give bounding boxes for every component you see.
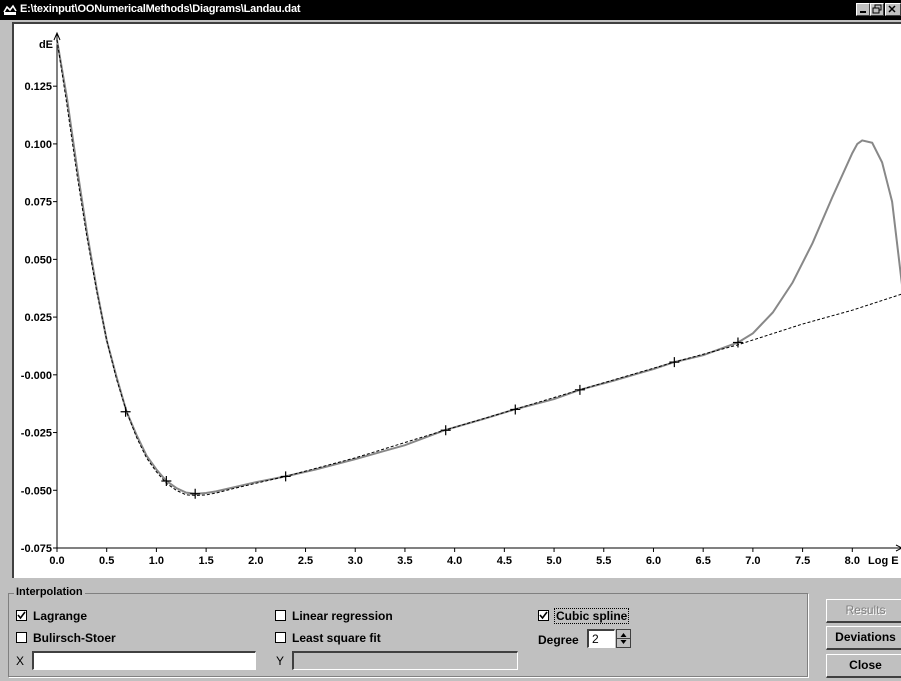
x-tick-label: 0.5 [99, 555, 114, 567]
window-title: E:\texinput\OONumericalMethods\Diagrams\… [20, 3, 301, 15]
deviations-button[interactable]: Deviations [826, 626, 901, 650]
interpolation-panel-title: Interpolation [14, 586, 85, 598]
least-square-fit-label: Least square fit [292, 631, 381, 645]
degree-label: Degree [538, 633, 579, 647]
minimize-button[interactable] [856, 3, 870, 16]
bulirsch-stoer-checkbox[interactable]: Bulirsch-Stoer [16, 631, 116, 645]
x-tick-label: 4.0 [447, 555, 462, 567]
x-tick-label: 1.5 [198, 555, 213, 567]
series-line-1 [56, 39, 901, 495]
linear-regression-checkbox[interactable]: Linear regression [275, 609, 393, 623]
y-axis-arrow [53, 31, 61, 41]
y-tick-label: -0.050 [21, 485, 52, 497]
y-tick-label: -0.075 [21, 543, 52, 555]
data-point [190, 488, 201, 499]
y-tick-label: 0.025 [24, 312, 52, 324]
close-button[interactable]: Close [826, 654, 901, 678]
cubic-spline-checkbox[interactable]: Cubic spline [538, 608, 630, 624]
check-icon [539, 611, 548, 620]
degree-spinner[interactable] [616, 629, 631, 648]
data-point [440, 425, 451, 436]
interpolation-panel [8, 593, 808, 677]
y-tick-label: 0.100 [24, 139, 52, 151]
x-axis-label: Log E [868, 555, 899, 567]
data-point [669, 357, 680, 368]
x-tick-label: 2.5 [298, 555, 313, 567]
y-tick-label: 0.125 [24, 81, 52, 93]
least-square-fit-checkbox-box[interactable] [275, 632, 286, 643]
y-tick-label: 0.075 [24, 197, 52, 209]
x-tick-label: 1.0 [149, 555, 164, 567]
lagrange-checkbox-box[interactable] [16, 610, 27, 621]
x-tick-label: 6.0 [646, 555, 661, 567]
x-tick-label: 2.0 [248, 555, 263, 567]
data-point [510, 404, 521, 415]
minimize-icon [860, 11, 866, 13]
data-point [120, 406, 131, 417]
x-input[interactable] [32, 651, 256, 670]
x-tick-label: 7.5 [795, 555, 810, 567]
linear-regression-checkbox-box[interactable] [275, 610, 286, 621]
x-field-label: X [16, 654, 25, 668]
lagrange-label: Lagrange [33, 609, 88, 623]
data-point [574, 384, 585, 395]
x-tick-label: 7.0 [745, 555, 760, 567]
y-tick-label: -0.025 [21, 428, 52, 440]
linear-regression-label: Linear regression [292, 609, 393, 623]
data-point [732, 337, 743, 348]
title-bar: E:\texinput\OONumericalMethods\Diagrams\… [0, 0, 901, 20]
x-tick-label: 0.0 [49, 555, 64, 567]
x-tick-label: 5.5 [596, 555, 611, 567]
degree-input[interactable]: 2 [587, 629, 615, 648]
data-point [280, 471, 291, 482]
y-tick-label: -0.000 [21, 370, 52, 382]
least-square-fit-checkbox[interactable]: Least square fit [275, 631, 381, 645]
app-icon [3, 3, 17, 16]
series-line-2 [56, 39, 901, 496]
x-tick-label: 4.5 [497, 555, 512, 567]
x-axis-arrow [895, 544, 901, 552]
y-tick-label: 0.050 [24, 254, 52, 266]
lagrange-checkbox[interactable]: Lagrange [16, 609, 87, 623]
x-tick-label: 8.0 [845, 555, 860, 567]
y-axis-label: dE [39, 39, 53, 51]
landau-chart: 0.125 0.100 0.075 0.050 0.025 -0.000 -0.025 -0.… [21, 31, 901, 567]
restore-icon [872, 4, 882, 14]
bulirsch-stoer-checkbox-box[interactable] [16, 632, 27, 643]
close-icon [888, 5, 896, 13]
x-tick-label: 3.0 [348, 555, 363, 567]
plot-area: 0.125 0.100 0.075 0.050 0.025 -0.000 -0.025 -0.… [12, 22, 901, 578]
x-tick-label: 5.0 [546, 555, 561, 567]
restore-button[interactable] [870, 3, 884, 16]
x-tick-label: 6.5 [696, 555, 711, 567]
spinner-arrows-icon [617, 633, 630, 644]
y-field-label: Y [276, 654, 285, 668]
cubic-spline-checkbox-box[interactable] [538, 610, 549, 621]
cubic-spline-label: Cubic spline [553, 608, 630, 624]
data-point [161, 476, 172, 487]
check-icon [17, 611, 26, 620]
x-tick-label: 3.5 [397, 555, 412, 567]
y-output [292, 651, 518, 670]
results-button[interactable]: Results [826, 599, 901, 623]
bulirsch-stoer-label: Bulirsch-Stoer [33, 631, 116, 645]
